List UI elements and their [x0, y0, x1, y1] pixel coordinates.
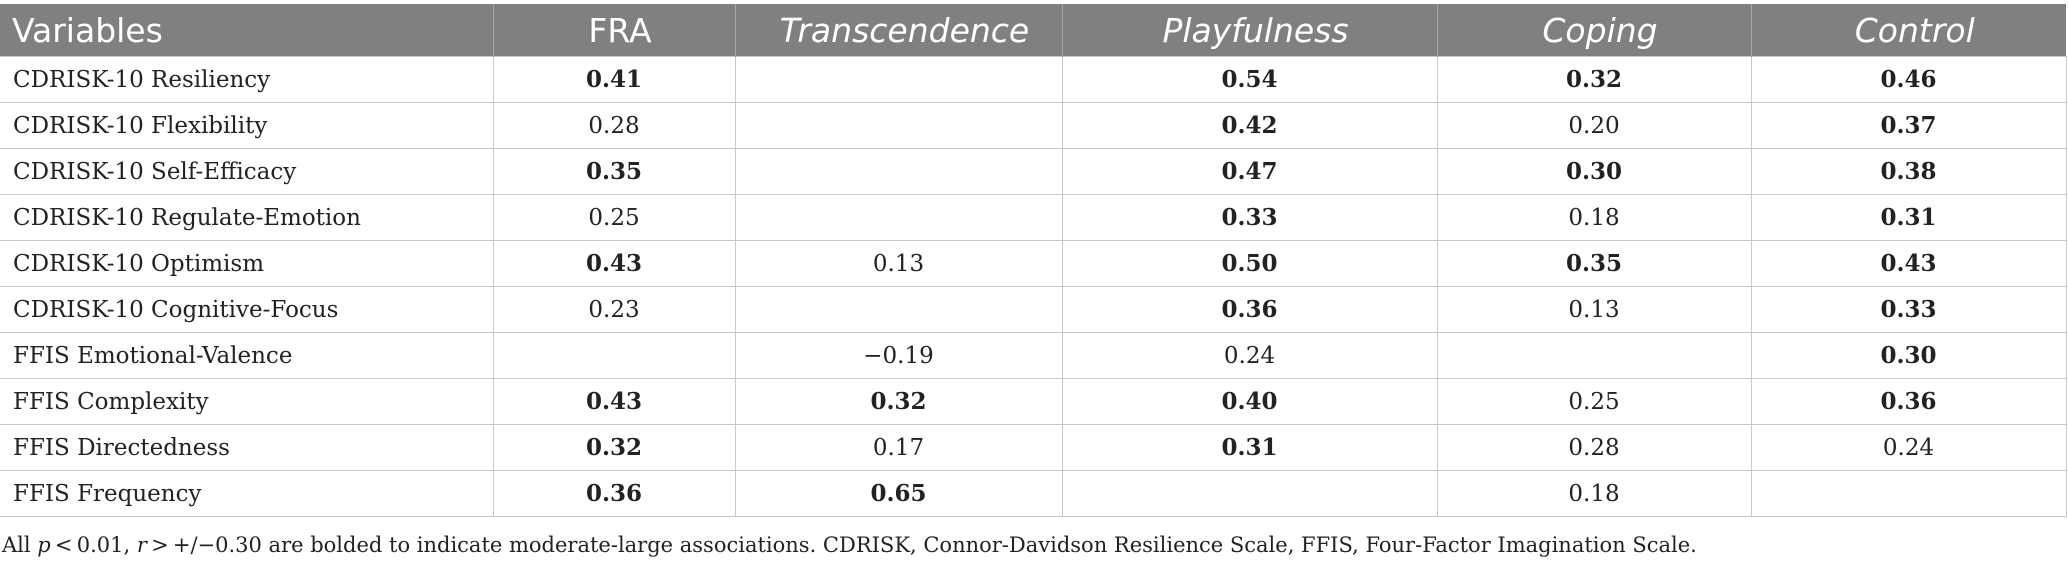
table-cell — [1751, 470, 2067, 517]
table-cell: 0.33 — [1062, 194, 1438, 241]
table-row: CDRISK-10 Optimism 0.43 0.13 0.50 0.35 0.43 — [0, 240, 2067, 287]
table-cell: 0.47 — [1062, 148, 1438, 195]
table-row: CDRISK-10 Cognitive-Focus 0.23 0.36 0.13 0.3… — [0, 286, 2067, 333]
table-cell: 0.32 — [1437, 56, 1752, 103]
footnote-part1: All — [2, 533, 38, 557]
table-cell — [1437, 332, 1752, 379]
table-cell: 0.36 — [493, 470, 736, 517]
table-cell: 0.25 — [493, 194, 736, 241]
table-cell: 0.43 — [1751, 240, 2067, 287]
table-cell: 0.36 — [1062, 286, 1438, 333]
table-cell: 0.42 — [1062, 102, 1438, 149]
table-cell: 0.33 — [1751, 286, 2067, 333]
header-transcendence: Transcendence — [735, 4, 1063, 57]
row-variable-label: CDRISK-10 Flexibility — [0, 102, 494, 149]
table-row: FFIS Frequency 0.36 0.65 0.18 — [0, 470, 2067, 517]
table-cell: 0.31 — [1751, 194, 2067, 241]
table-footnote: All p < 0.01, r > +/−0.30 are bolded to … — [2, 533, 1697, 557]
table-cell: 0.37 — [1751, 102, 2067, 149]
table-row: FFIS Complexity 0.43 0.32 0.40 0.25 0.36 — [0, 378, 2067, 425]
row-variable-label: CDRISK-10 Regulate-Emotion — [0, 194, 494, 241]
table-cell — [735, 56, 1063, 103]
table-cell: 0.40 — [1062, 378, 1438, 425]
table-row: CDRISK-10 Resiliency 0.41 0.54 0.32 0.46 — [0, 56, 2067, 103]
table-cell — [735, 148, 1063, 195]
table-row: CDRISK-10 Self-Efficacy 0.35 0.47 0.30 0.38 — [0, 148, 2067, 195]
header-row: Variables FRA Transcendence Playfulness … — [0, 4, 2066, 57]
table-cell — [735, 194, 1063, 241]
correlation-table: Variables FRA Transcendence Playfulness … — [0, 4, 2067, 517]
footnote-p-symbol: p — [37, 533, 51, 557]
footnote-part2: < 0.01, — [50, 533, 137, 557]
table-cell: 0.54 — [1062, 56, 1438, 103]
row-variable-label: CDRISK-10 Optimism — [0, 240, 494, 287]
table-cell: 0.46 — [1751, 56, 2067, 103]
table-cell: 0.13 — [1437, 286, 1752, 333]
row-variable-label: FFIS Directedness — [0, 424, 494, 471]
table-cell: 0.50 — [1062, 240, 1438, 287]
table-cell: 0.28 — [493, 102, 736, 149]
table-cell: 0.23 — [493, 286, 736, 333]
header-playfulness: Playfulness — [1062, 4, 1438, 57]
table-cell: 0.43 — [493, 240, 736, 287]
row-variable-label: FFIS Complexity — [0, 378, 494, 425]
table-cell: 0.28 — [1437, 424, 1752, 471]
table-cell: 0.25 — [1437, 378, 1752, 425]
header-control: Control — [1751, 4, 2066, 57]
row-variable-label: FFIS Emotional-Valence — [0, 332, 494, 379]
table-cell: 0.17 — [735, 424, 1063, 471]
table-row: CDRISK-10 Flexibility 0.28 0.42 0.20 0.37 — [0, 102, 2067, 149]
table-header: Variables FRA Transcendence Playfulness … — [0, 4, 2066, 57]
table-cell: 0.43 — [493, 378, 736, 425]
table-cell: 0.20 — [1437, 102, 1752, 149]
table-cell — [735, 286, 1063, 333]
table-cell: 0.35 — [1437, 240, 1752, 287]
table-cell — [1062, 470, 1438, 517]
table-cell: 0.38 — [1751, 148, 2067, 195]
table-cell: 0.30 — [1751, 332, 2067, 379]
table-body: CDRISK-10 Resiliency 0.41 0.54 0.32 0.46 CDRI… — [0, 56, 2067, 517]
table-cell: 0.35 — [493, 148, 736, 195]
row-variable-label: CDRISK-10 Self-Efficacy — [0, 148, 494, 195]
table-cell: 0.32 — [735, 378, 1063, 425]
table-cell: 0.32 — [493, 424, 736, 471]
table-cell: 0.24 — [1751, 424, 2067, 471]
footnote-part3: > +/−0.30 are bolded to indicate moderat… — [146, 533, 1697, 557]
table-row: FFIS Directedness 0.32 0.17 0.31 0.28 0.24 — [0, 424, 2067, 471]
table-cell — [735, 102, 1063, 149]
correlation-table-container: Variables FRA Transcendence Playfulness … — [0, 4, 2067, 517]
header-coping: Coping — [1437, 4, 1752, 57]
table-cell: 0.13 — [735, 240, 1063, 287]
row-variable-label: CDRISK-10 Cognitive-Focus — [0, 286, 494, 333]
table-cell: 0.18 — [1437, 470, 1752, 517]
table-row: CDRISK-10 Regulate-Emotion 0.25 0.33 0.18 0.… — [0, 194, 2067, 241]
row-variable-label: FFIS Frequency — [0, 470, 494, 517]
footnote-r-symbol: r — [136, 533, 147, 557]
table-cell: 0.24 — [1062, 332, 1438, 379]
table-cell: −0.19 — [735, 332, 1063, 379]
table-cell: 0.18 — [1437, 194, 1752, 241]
table-cell — [493, 332, 736, 379]
header-fra: FRA — [493, 4, 736, 57]
table-cell: 0.41 — [493, 56, 736, 103]
table-cell: 0.36 — [1751, 378, 2067, 425]
table-cell: 0.65 — [735, 470, 1063, 517]
header-variables: Variables — [0, 4, 494, 57]
row-variable-label: CDRISK-10 Resiliency — [0, 56, 494, 103]
table-cell: 0.30 — [1437, 148, 1752, 195]
table-row: FFIS Emotional-Valence −0.19 0.24 0.30 — [0, 332, 2067, 379]
table-cell: 0.31 — [1062, 424, 1438, 471]
